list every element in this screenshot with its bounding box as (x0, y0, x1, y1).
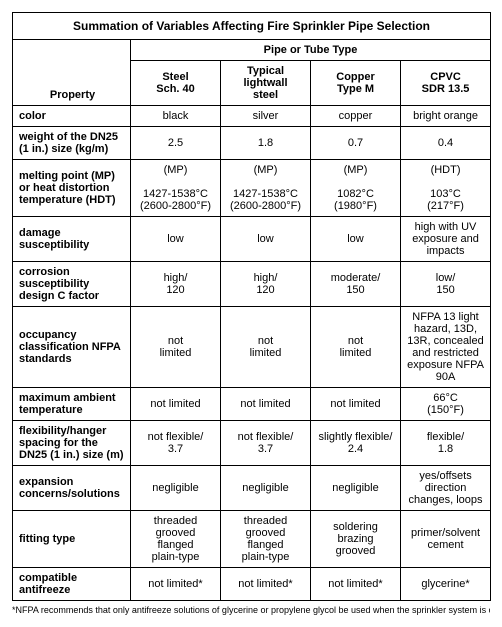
column-header: CPVCSDR 13.5 (401, 61, 491, 106)
property-cell: occupancy classification NFPA standards (13, 307, 131, 388)
column-header: SteelSch. 40 (131, 61, 221, 106)
data-cell: flexible/1.8 (401, 421, 491, 466)
data-cell: bright orange (401, 106, 491, 127)
table-row: fitting typethreadedgroovedflangedplain-… (13, 511, 491, 568)
data-cell: low (131, 217, 221, 262)
data-cell: glycerine* (401, 568, 491, 601)
property-cell: maximum ambient temperature (13, 388, 131, 421)
data-cell: high with UV exposure and impacts (401, 217, 491, 262)
table-row: damage susceptibilitylowlowlowhigh with … (13, 217, 491, 262)
data-cell: (MP)1427-1538°C(2600-2800°F) (131, 160, 221, 217)
data-cell: NFPA 13 light hazard, 13D, 13R, conceale… (401, 307, 491, 388)
data-cell: low (311, 217, 401, 262)
table-row: corrosion susceptibility design C factor… (13, 262, 491, 307)
table-row: maximum ambient temperaturenot limitedno… (13, 388, 491, 421)
property-cell: flexibility/hanger spacing for the DN25 … (13, 421, 131, 466)
data-cell: threadedgroovedflangedplain-type (131, 511, 221, 568)
data-cell: moderate/150 (311, 262, 401, 307)
footnote: *NFPA recommends that only antifreeze so… (12, 605, 490, 615)
data-cell: threadedgroovedflangedplain-type (221, 511, 311, 568)
data-cell: negligible (221, 466, 311, 511)
data-cell: low/150 (401, 262, 491, 307)
property-cell: expansion concerns/solutions (13, 466, 131, 511)
data-cell: notlimited (311, 307, 401, 388)
data-cell: black (131, 106, 221, 127)
data-cell: negligible (131, 466, 221, 511)
data-cell: not flexible/3.7 (221, 421, 311, 466)
property-header: Property (13, 40, 131, 106)
data-cell: 0.4 (401, 127, 491, 160)
data-cell: copper (311, 106, 401, 127)
table-row: flexibility/hanger spacing for the DN25 … (13, 421, 491, 466)
data-cell: 66°C(150°F) (401, 388, 491, 421)
table-row: colorblacksilvercopperbright orange (13, 106, 491, 127)
pipe-selection-table: Summation of Variables Affecting Fire Sp… (12, 12, 491, 601)
property-cell: fitting type (13, 511, 131, 568)
data-cell: not limited* (311, 568, 401, 601)
column-header: CopperType M (311, 61, 401, 106)
data-cell: not limited (221, 388, 311, 421)
data-cell: 1.8 (221, 127, 311, 160)
data-cell: (MP)1082°C(1980°F) (311, 160, 401, 217)
data-cell: silver (221, 106, 311, 127)
data-cell: high/120 (221, 262, 311, 307)
data-cell: solderingbrazinggrooved (311, 511, 401, 568)
property-cell: corrosion susceptibility design C factor (13, 262, 131, 307)
table-row: melting point (MP) or heat distortion te… (13, 160, 491, 217)
data-cell: 0.7 (311, 127, 401, 160)
property-cell: weight of the DN25 (1 in.) size (kg/m) (13, 127, 131, 160)
table-row: weight of the DN25 (1 in.) size (kg/m)2.… (13, 127, 491, 160)
group-header: Pipe or Tube Type (131, 40, 491, 61)
data-cell: not limited* (221, 568, 311, 601)
column-header: Typicallightwallsteel (221, 61, 311, 106)
property-cell: compatible antifreeze (13, 568, 131, 601)
data-cell: primer/solventcement (401, 511, 491, 568)
data-cell: not limited* (131, 568, 221, 601)
property-cell: color (13, 106, 131, 127)
data-cell: yes/offsets direction changes, loops (401, 466, 491, 511)
property-cell: melting point (MP) or heat distortion te… (13, 160, 131, 217)
data-cell: low (221, 217, 311, 262)
data-cell: not flexible/3.7 (131, 421, 221, 466)
data-cell: negligible (311, 466, 401, 511)
data-cell: (HDT)103°C(217°F) (401, 160, 491, 217)
data-cell: slightly flexible/2.4 (311, 421, 401, 466)
data-cell: (MP)1427-1538°C(2600-2800°F) (221, 160, 311, 217)
data-cell: not limited (311, 388, 401, 421)
data-cell: notlimited (131, 307, 221, 388)
property-cell: damage susceptibility (13, 217, 131, 262)
data-cell: high/120 (131, 262, 221, 307)
data-cell: 2.5 (131, 127, 221, 160)
data-cell: not limited (131, 388, 221, 421)
table-title: Summation of Variables Affecting Fire Sp… (13, 13, 491, 40)
data-cell: notlimited (221, 307, 311, 388)
table-row: occupancy classification NFPA standardsn… (13, 307, 491, 388)
table-row: compatible antifreezenot limited*not lim… (13, 568, 491, 601)
table-row: expansion concerns/solutionsnegligiblene… (13, 466, 491, 511)
